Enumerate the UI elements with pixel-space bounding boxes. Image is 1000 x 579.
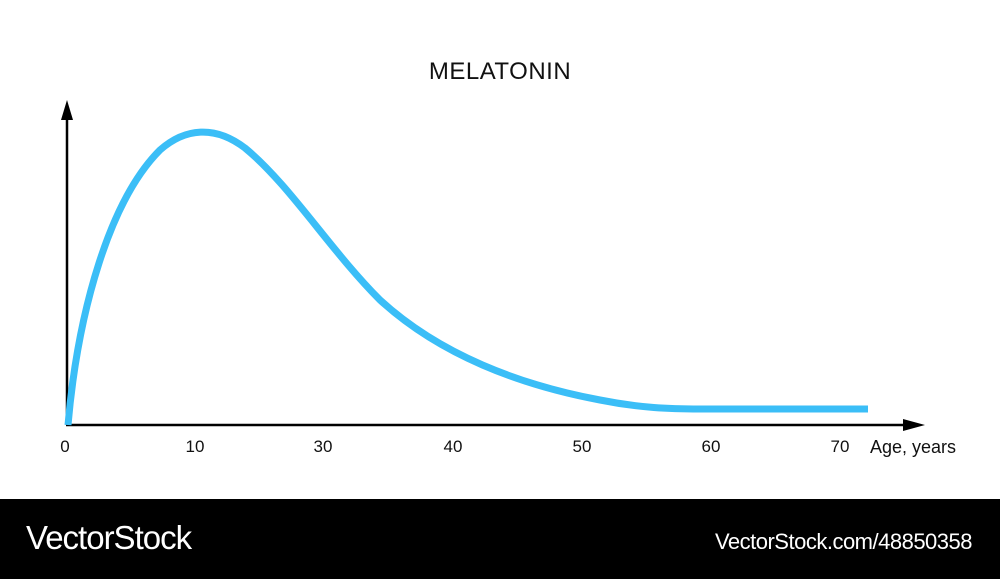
plot-svg <box>61 100 925 431</box>
x-tick-label: 60 <box>701 437 721 456</box>
x-tick-label: 0 <box>60 437 70 456</box>
x-tick-label: 50 <box>572 437 592 456</box>
x-tick-label: 30 <box>313 437 333 456</box>
y-axis-arrow-icon <box>61 100 73 120</box>
x-tick-label: 70 <box>830 437 850 456</box>
chart-title: MELATONIN <box>428 58 572 85</box>
melatonin-curve <box>64 128 868 426</box>
chart-area: MELATONIN 0 10 30 40 50 60 70 Age, years <box>60 58 957 457</box>
watermark-footer: VectorStock VectorStock.com/48850358 <box>0 499 1000 579</box>
x-axis-label: Age, years <box>870 437 957 457</box>
image-url-text: VectorStock.com/48850358 <box>714 529 973 554</box>
brand-logo: VectorStock <box>26 519 192 556</box>
x-axis-arrow-icon <box>903 419 925 431</box>
x-tick-label: 10 <box>185 437 205 456</box>
x-tick-label: 40 <box>443 437 463 456</box>
